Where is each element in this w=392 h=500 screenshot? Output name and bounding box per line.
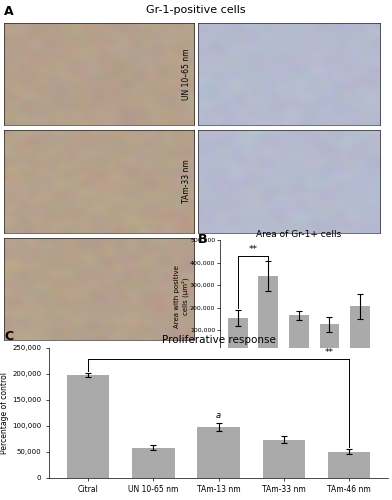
Bar	[350, 306, 370, 352]
Title: Area of Gr-1+ cells: Area of Gr-1+ cells	[256, 230, 341, 239]
Bar	[289, 316, 309, 352]
Text: **: **	[249, 245, 258, 254]
Text: **: **	[325, 348, 334, 357]
Text: A: A	[4, 5, 14, 18]
Bar	[263, 440, 305, 478]
Text: Gr-1-positive cells: Gr-1-positive cells	[146, 5, 246, 15]
Text: TAm-33 nm: TAm-33 nm	[181, 160, 191, 203]
Bar	[67, 375, 109, 478]
Text: B: B	[198, 232, 207, 245]
Text: C: C	[4, 330, 13, 342]
Y-axis label: Percentage of control: Percentage of control	[0, 372, 9, 454]
Text: UN 10–65 nm: UN 10–65 nm	[181, 48, 191, 100]
Bar	[197, 427, 240, 478]
Bar	[228, 318, 248, 352]
Bar	[132, 448, 174, 478]
Bar	[258, 276, 278, 352]
Bar	[319, 324, 339, 352]
Bar	[328, 452, 370, 477]
Text: a: a	[216, 412, 221, 420]
Title: Proliferative response: Proliferative response	[162, 336, 276, 345]
Y-axis label: Area with positive
cells (µm²): Area with positive cells (µm²)	[174, 265, 189, 328]
